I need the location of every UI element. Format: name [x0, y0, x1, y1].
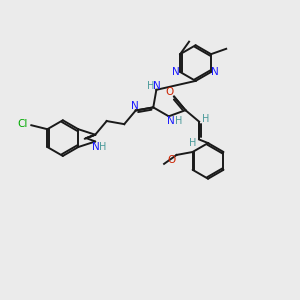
Text: N: N: [211, 67, 219, 77]
Text: Cl: Cl: [17, 119, 28, 129]
Text: H: H: [175, 116, 182, 126]
Text: N: N: [154, 81, 161, 91]
Text: H: H: [202, 114, 210, 124]
Text: N: N: [167, 116, 175, 126]
Text: N: N: [92, 142, 100, 152]
Text: O: O: [167, 155, 176, 165]
Text: H: H: [147, 81, 154, 91]
Text: O: O: [165, 87, 173, 97]
Text: N: N: [131, 100, 139, 110]
Text: H: H: [100, 142, 107, 152]
Text: N: N: [172, 67, 180, 77]
Text: H: H: [188, 139, 196, 148]
